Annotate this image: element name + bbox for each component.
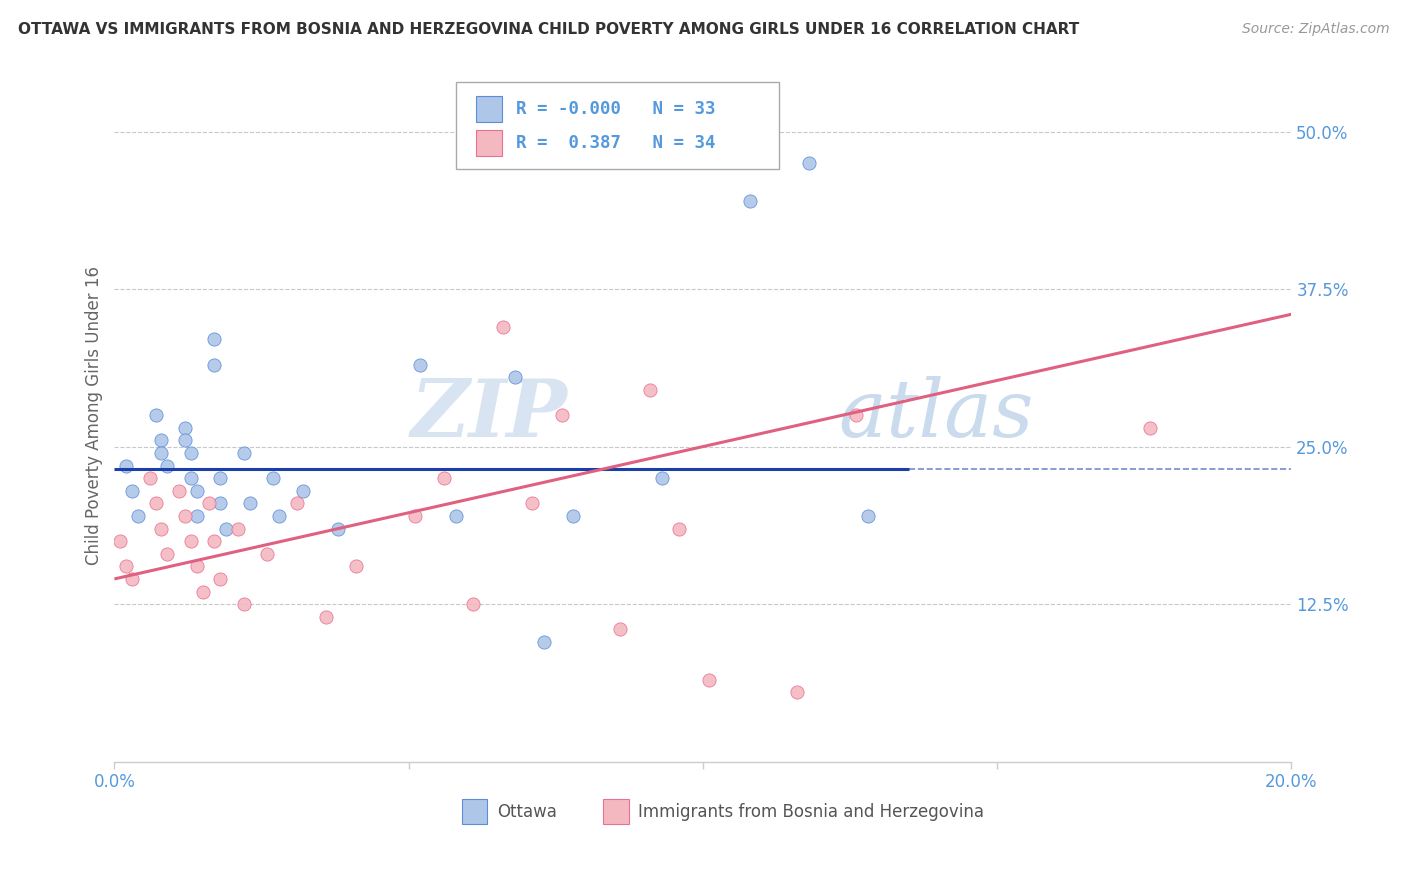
Point <box>186 483 208 498</box>
Point <box>232 446 254 460</box>
Point <box>215 522 238 536</box>
Point <box>404 508 426 523</box>
Point <box>180 534 202 549</box>
Point <box>550 408 572 422</box>
Point <box>797 156 820 170</box>
Point <box>204 333 226 347</box>
Text: OTTAWA VS IMMIGRANTS FROM BOSNIA AND HERZEGOVINA CHILD POVERTY AMONG GIRLS UNDER: OTTAWA VS IMMIGRANTS FROM BOSNIA AND HER… <box>18 22 1080 37</box>
Point <box>444 508 467 523</box>
Text: R = -0.000   N = 33: R = -0.000 N = 33 <box>516 100 716 118</box>
Point <box>738 194 761 208</box>
Point <box>492 319 515 334</box>
Point <box>115 458 138 473</box>
FancyBboxPatch shape <box>461 799 488 824</box>
FancyBboxPatch shape <box>603 799 628 824</box>
Point <box>291 483 314 498</box>
Point <box>197 496 219 510</box>
Point <box>110 534 132 549</box>
Point <box>174 420 197 434</box>
Point <box>522 496 544 510</box>
Point <box>503 370 526 384</box>
Point <box>121 572 143 586</box>
Point <box>239 496 262 510</box>
Point <box>186 508 208 523</box>
FancyBboxPatch shape <box>475 129 502 156</box>
Point <box>697 673 720 687</box>
Point <box>463 597 485 611</box>
Point <box>256 547 278 561</box>
Point <box>344 559 367 574</box>
Text: Ottawa: Ottawa <box>496 803 557 821</box>
Point <box>638 383 661 397</box>
Point <box>1139 420 1161 434</box>
Point <box>668 522 690 536</box>
Point <box>121 483 143 498</box>
Point <box>209 471 232 485</box>
Point <box>562 508 585 523</box>
Text: Immigrants from Bosnia and Herzegovina: Immigrants from Bosnia and Herzegovina <box>638 803 984 821</box>
Point <box>209 572 232 586</box>
Point <box>209 496 232 510</box>
Point <box>167 483 190 498</box>
Point <box>226 522 249 536</box>
Point <box>156 458 179 473</box>
Text: atlas: atlas <box>838 376 1033 454</box>
Point <box>156 547 179 561</box>
Y-axis label: Child Poverty Among Girls Under 16: Child Poverty Among Girls Under 16 <box>86 266 103 565</box>
Point <box>150 434 173 448</box>
Point <box>145 496 167 510</box>
Point <box>609 623 631 637</box>
Point <box>326 522 349 536</box>
Point <box>269 508 291 523</box>
Point <box>845 408 868 422</box>
Point <box>174 434 197 448</box>
FancyBboxPatch shape <box>456 82 779 169</box>
Point <box>145 408 167 422</box>
Point <box>174 508 197 523</box>
Point <box>409 358 432 372</box>
Point <box>115 559 138 574</box>
Point <box>786 685 808 699</box>
Point <box>315 609 337 624</box>
Point <box>285 496 308 510</box>
Point <box>138 471 160 485</box>
Point <box>204 534 226 549</box>
Point <box>856 508 879 523</box>
Point <box>262 471 284 485</box>
Text: Source: ZipAtlas.com: Source: ZipAtlas.com <box>1241 22 1389 37</box>
Point <box>180 446 202 460</box>
FancyBboxPatch shape <box>475 95 502 122</box>
Point <box>232 597 254 611</box>
Point <box>651 471 673 485</box>
Point <box>191 584 214 599</box>
Point <box>204 358 226 372</box>
Text: R =  0.387   N = 34: R = 0.387 N = 34 <box>516 134 716 152</box>
Point <box>150 522 173 536</box>
Point <box>186 559 208 574</box>
Point <box>533 635 555 649</box>
Point <box>433 471 456 485</box>
Point <box>150 446 173 460</box>
Text: ZIP: ZIP <box>411 376 568 454</box>
Point <box>127 508 149 523</box>
Point <box>180 471 202 485</box>
